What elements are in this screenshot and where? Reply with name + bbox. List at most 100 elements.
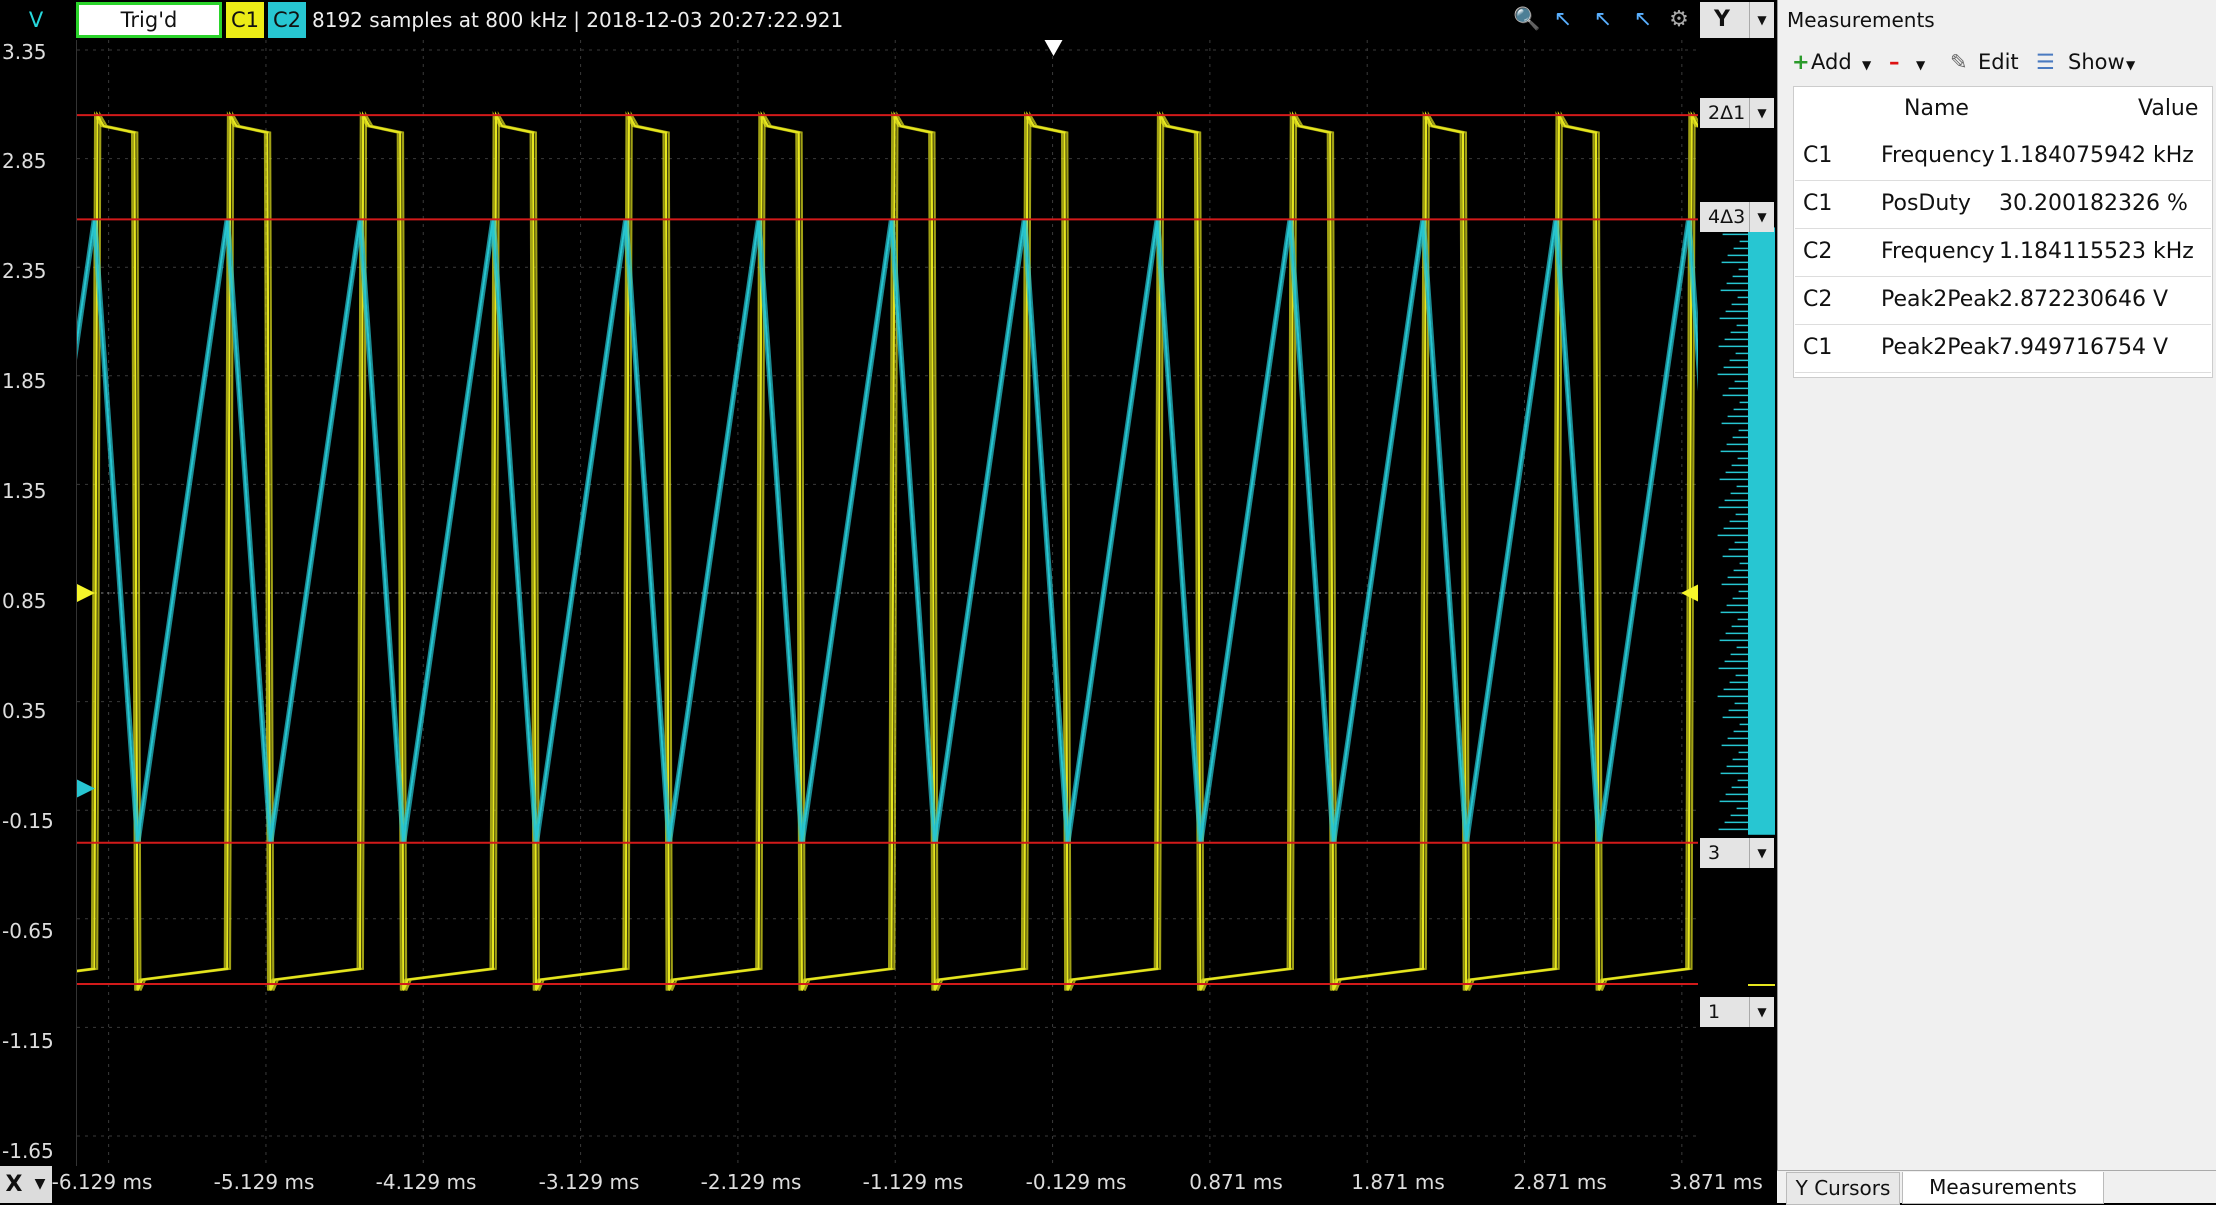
waveform-canvas[interactable]	[77, 40, 1698, 1166]
cell-name: PosDuty	[1881, 191, 1971, 216]
c2-trace	[77, 219, 1698, 843]
table-row[interactable]: C2 Frequency 1.184115523 kHz	[1795, 229, 2211, 277]
chevron-down-icon[interactable]: ▼	[1749, 997, 1774, 1027]
y-tick-label: 2.85	[2, 149, 47, 173]
list-icon: ☰	[2036, 50, 2055, 74]
c1-trigger-level-marker-right	[1681, 584, 1698, 602]
cell-channel: C2	[1803, 239, 1833, 264]
plot-grid	[77, 40, 1698, 1166]
cell-channel: C2	[1803, 287, 1833, 312]
show-button[interactable]: Show	[2068, 50, 2125, 74]
table-row[interactable]: C2 Peak2Peak 2.872230646 V	[1795, 277, 2211, 325]
chevron-down-icon[interactable]: ▼	[2126, 58, 2136, 72]
add-button[interactable]: Add	[1811, 50, 1852, 74]
y-axis-label: Y	[1714, 7, 1730, 32]
chevron-down-icon[interactable]: ▼	[1749, 98, 1774, 128]
chevron-down-icon[interactable]: ▼	[1749, 202, 1774, 232]
arrow-up-left-icon[interactable]: ↖	[1593, 7, 1613, 32]
cursor-label: 3	[1708, 842, 1721, 864]
x-tick-label: -6.129 ms	[51, 1170, 153, 1194]
x-tick-label: -4.129 ms	[375, 1170, 477, 1194]
tab-y-cursors[interactable]: Y Cursors	[1786, 1172, 1900, 1205]
cursor-2-delta-1[interactable]: 2Δ1 ▼	[1700, 98, 1774, 128]
table-row[interactable]: C1 Frequency 1.184075942 kHz	[1795, 133, 2211, 181]
c2-waveform	[77, 219, 1698, 843]
arrow-up-left-icon[interactable]: ↖	[1633, 7, 1653, 32]
x-tick-label: -1.129 ms	[862, 1170, 964, 1194]
table-row[interactable]: C1 PosDuty 30.200182326 %	[1795, 181, 2211, 229]
zoom-icon[interactable]: 🔍	[1513, 7, 1541, 32]
channel-c1-button[interactable]: C1	[226, 2, 264, 38]
trigger-markers[interactable]	[77, 40, 1698, 798]
y-tick-label: 3.35	[2, 40, 47, 64]
x-tick-label: -2.129 ms	[700, 1170, 802, 1194]
y-tick-label: 1.35	[2, 479, 47, 503]
edit-icon: ✎	[1950, 50, 1968, 74]
x-tick-label: 2.871 ms	[1513, 1170, 1607, 1194]
trigger-time-marker	[1044, 40, 1063, 56]
cursor-label: 1	[1708, 1001, 1721, 1023]
cursor-1[interactable]: 1 ▼	[1700, 997, 1774, 1027]
y-tick-label: -0.65	[2, 919, 54, 943]
y-tick-label: 1.85	[2, 369, 47, 393]
trigger-status-button[interactable]: Trig'd	[76, 2, 222, 38]
y-tick-label: -1.15	[2, 1029, 54, 1053]
channel-c2-button[interactable]: C2	[268, 2, 306, 38]
cursor-label: 2Δ1	[1708, 102, 1746, 124]
cursor-3[interactable]: 3 ▼	[1700, 838, 1774, 868]
chevron-down-icon[interactable]: ▼	[1862, 58, 1872, 72]
cell-value: 1.184075942 kHz	[1999, 143, 2194, 168]
cell-value: 7.949716754 V	[1999, 335, 2169, 360]
c1-waveform	[77, 111, 1698, 991]
y-tick-label: -0.15	[2, 809, 54, 833]
table-row[interactable]: C1 Peak2Peak 7.949716754 V	[1795, 325, 2211, 373]
cell-value: 1.184115523 kHz	[1999, 239, 2194, 264]
x-tick-label: 1.871 ms	[1351, 1170, 1445, 1194]
scope-toolbar	[0, 0, 1777, 40]
plus-icon: +	[1792, 50, 1810, 74]
x-tick-label: -0.129 ms	[1025, 1170, 1127, 1194]
tab-measurements[interactable]: Measurements	[1902, 1172, 2104, 1204]
settings-icon[interactable]: ⚙	[1669, 7, 1689, 32]
y-tick-label: 0.35	[2, 699, 47, 723]
chevron-down-icon[interactable]: ▼	[1916, 58, 1926, 72]
y-tick-label: 0.85	[2, 589, 47, 613]
x-axis-bar	[0, 1166, 1777, 1203]
column-header-value[interactable]: Value	[2138, 96, 2199, 121]
x-tick-label: 3.871 ms	[1669, 1170, 1763, 1194]
cell-channel: C1	[1803, 335, 1833, 360]
c2-offset-marker	[77, 779, 95, 798]
y-axis-ticks: 3.35 2.85 2.35 1.85 1.35 0.85 0.35 -0.15…	[0, 40, 72, 1166]
cursor-4-delta-3[interactable]: 4Δ3 ▼	[1700, 202, 1774, 232]
cell-name: Peak2Peak	[1881, 335, 2000, 360]
histogram-bar	[1748, 227, 1775, 835]
c2-histogram	[1717, 226, 1775, 986]
column-header-name[interactable]: Name	[1904, 96, 1969, 121]
y-cursor-lines[interactable]	[77, 114, 1698, 985]
c2-trace	[77, 219, 1698, 843]
scope-plot-area[interactable]	[76, 40, 1698, 1166]
x-tick-label: 0.871 ms	[1189, 1170, 1283, 1194]
measurements-table	[1793, 86, 2213, 378]
c1-trace	[77, 111, 1698, 991]
cell-channel: C1	[1803, 143, 1833, 168]
chevron-down-icon[interactable]: ▼	[1749, 838, 1774, 868]
chevron-down-icon[interactable]: ▼	[28, 1166, 52, 1203]
x-tick-label: -3.129 ms	[538, 1170, 640, 1194]
x-tick-label: -5.129 ms	[213, 1170, 315, 1194]
y-tick-label: 2.35	[2, 259, 47, 283]
cell-name: Peak2Peak	[1881, 287, 2000, 312]
panel-title: Measurements	[1787, 8, 1935, 32]
cell-value: 2.872230646 V	[1999, 287, 2169, 312]
x-axis-button[interactable]: X	[0, 1166, 28, 1203]
c2-trace	[77, 219, 1698, 843]
edit-button[interactable]: Edit	[1978, 50, 2019, 74]
c1-trigger-level-marker	[77, 584, 95, 602]
minus-icon[interactable]: –	[1889, 50, 1900, 74]
cursor-label: 4Δ3	[1708, 206, 1746, 228]
y-tick-label: -1.65	[2, 1139, 54, 1163]
y-axis-select[interactable]: Y ▼	[1700, 2, 1774, 38]
arrow-up-left-icon[interactable]: ↖	[1553, 7, 1573, 32]
cell-channel: C1	[1803, 191, 1833, 216]
acquisition-info: 8192 samples at 800 kHz | 2018-12-03 20:…	[312, 8, 844, 32]
